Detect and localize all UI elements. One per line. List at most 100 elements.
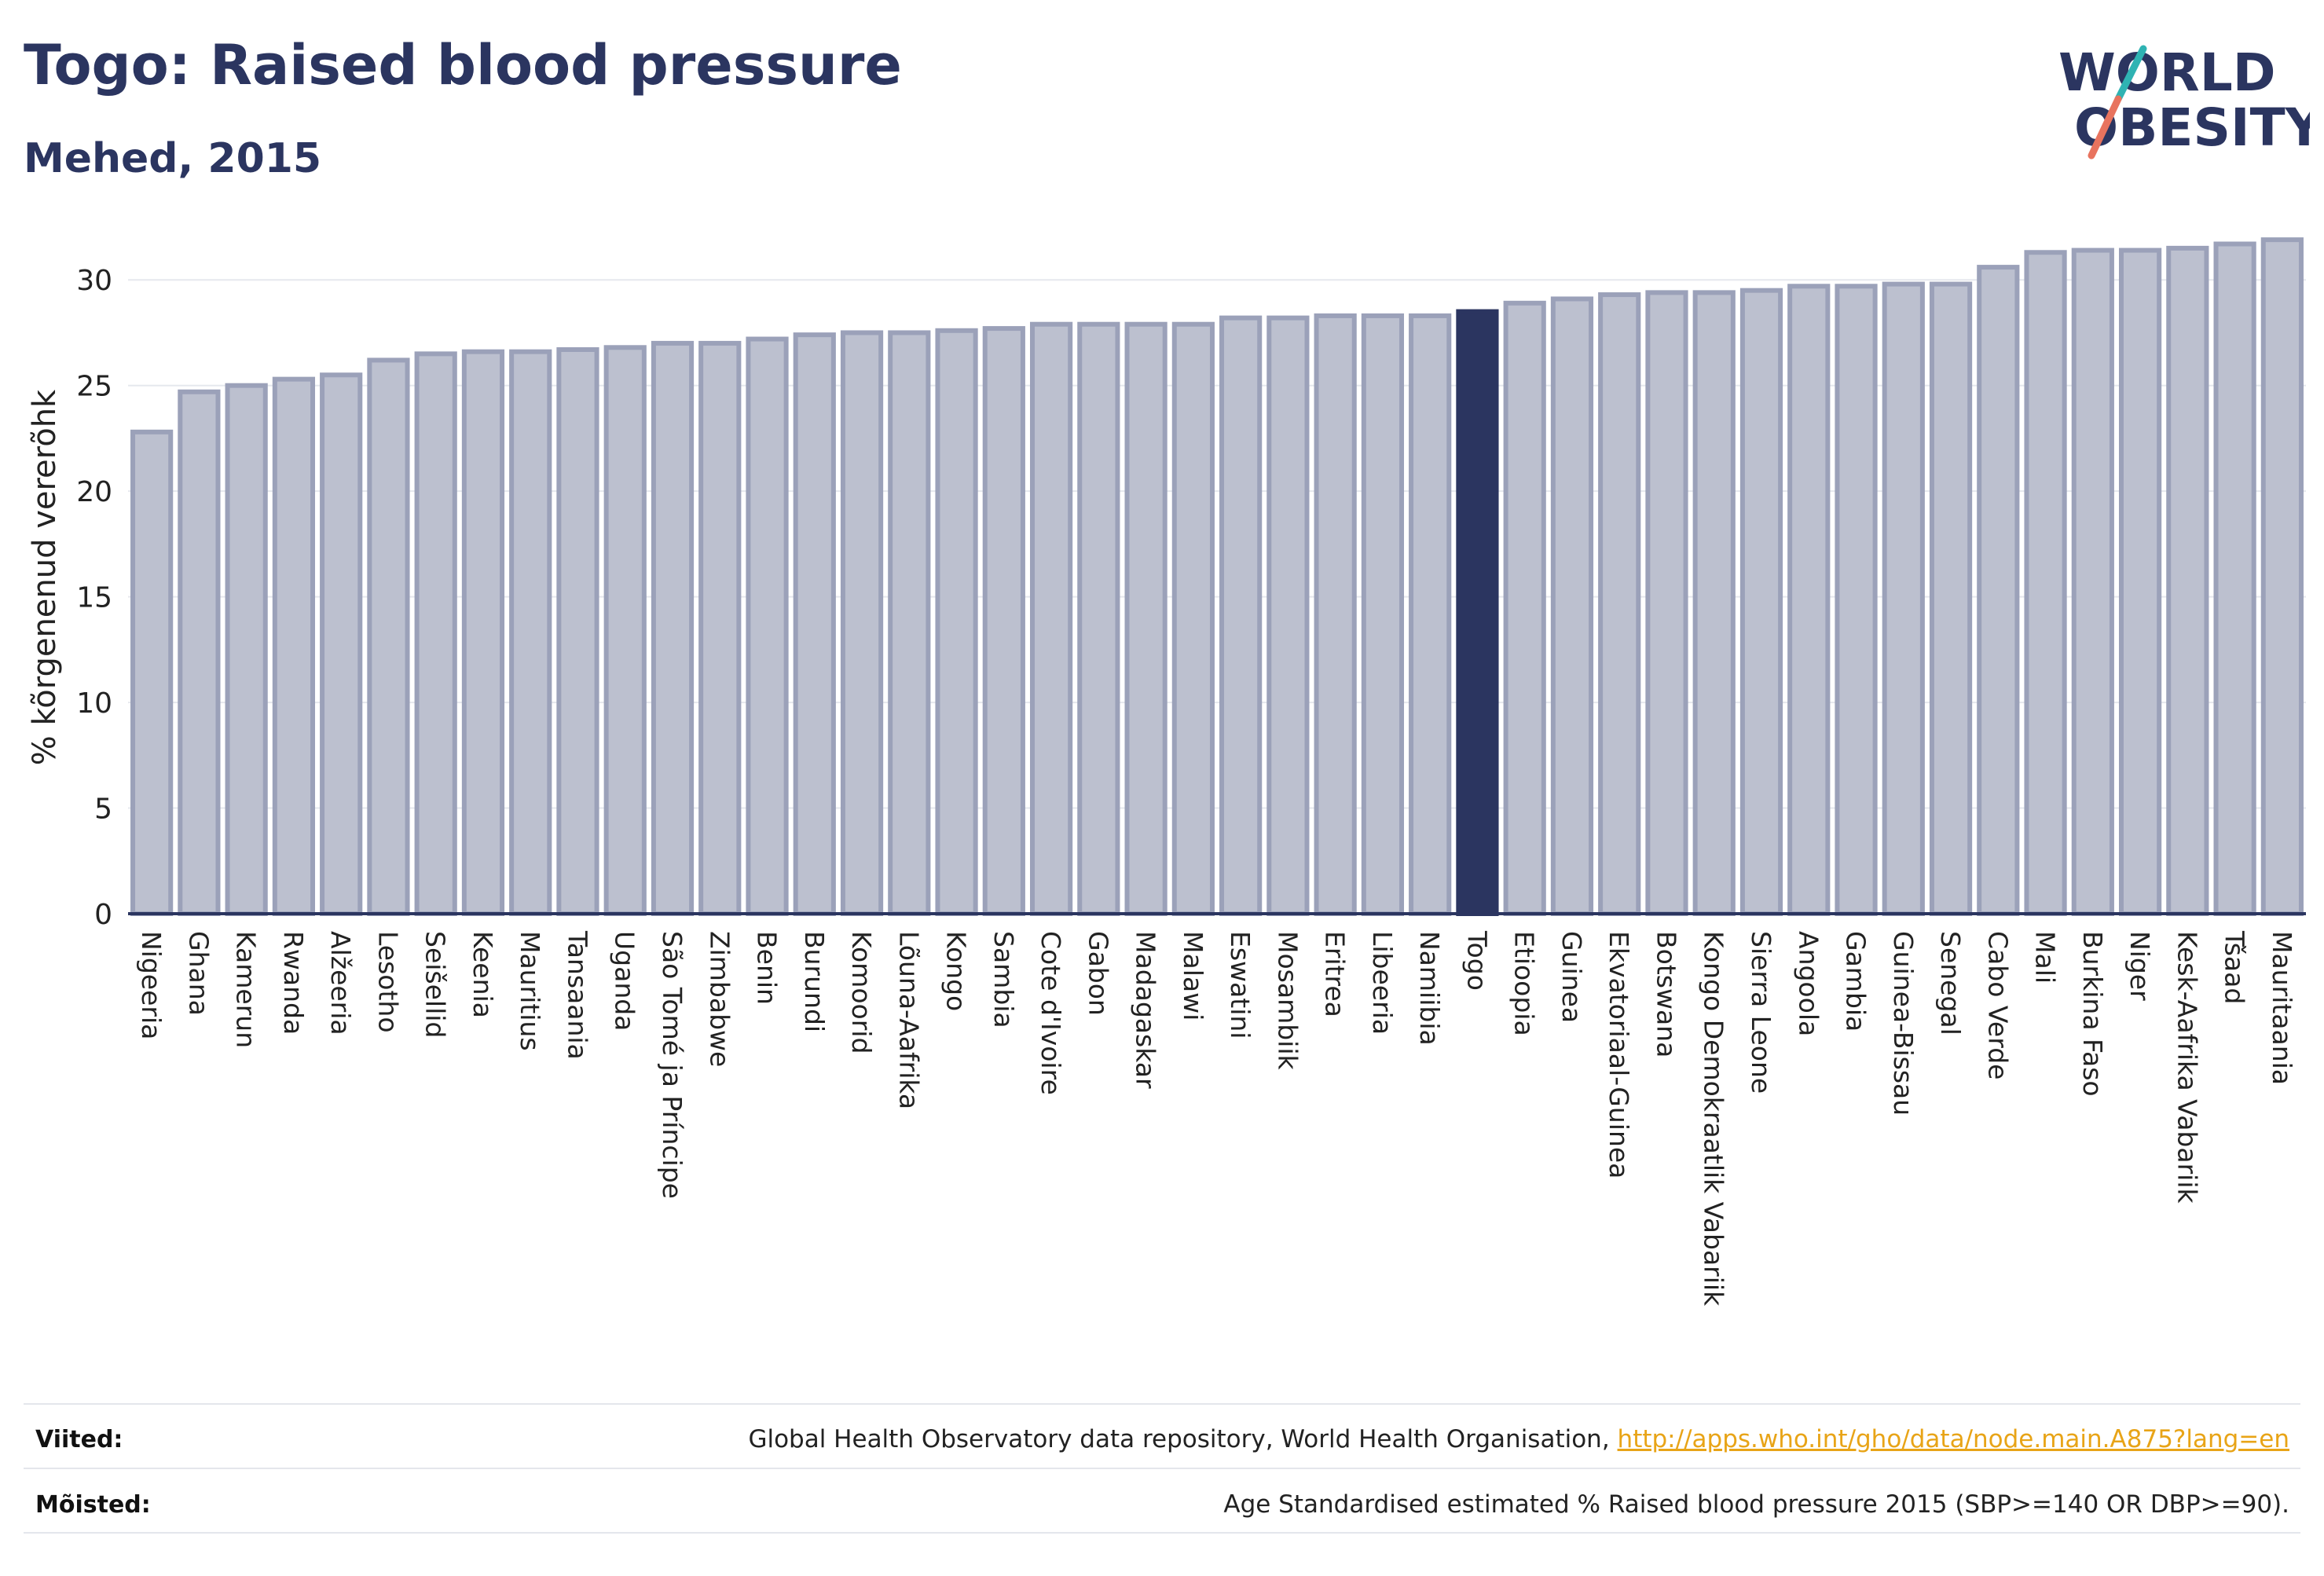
bar-cote-d-ivoire[interactable] <box>1029 321 1073 917</box>
x-tick-label: Burkina Faso <box>2077 931 2108 1097</box>
y-tick-label: 10 <box>76 687 112 720</box>
bar-kamerun[interactable] <box>225 383 268 916</box>
bar-eswatini[interactable] <box>1219 315 1263 917</box>
y-tick-label: 5 <box>94 793 112 826</box>
x-tick-label: Malawi <box>1178 931 1208 1021</box>
y-axis-label: % kõrgenenud vererõhk <box>27 389 63 765</box>
footer-divider <box>24 1403 2300 1405</box>
x-tick-label: Mali <box>2030 931 2061 984</box>
sources-label: Viited: <box>35 1426 123 1453</box>
x-tick-label: Nigeeria <box>136 931 167 1039</box>
bar-kongo[interactable] <box>935 328 978 917</box>
x-tick-label: São Tomé ja Príncipe <box>657 931 687 1199</box>
bar-keenia[interactable] <box>461 349 505 916</box>
bar-l-una-aafrika[interactable] <box>888 330 931 916</box>
bar-madagaskar[interactable] <box>1124 321 1167 917</box>
logo-slash-teal <box>2114 45 2147 103</box>
bar-togo[interactable] <box>1456 309 1499 917</box>
x-tick-label: Komoorid <box>846 931 877 1054</box>
bar-lesotho[interactable] <box>367 357 410 917</box>
bar-botswana[interactable] <box>1645 290 1688 916</box>
bar-t-aad[interactable] <box>2213 241 2256 916</box>
bar-mosambiik[interactable] <box>1266 315 1310 917</box>
x-tick-label: Libeeria <box>1367 931 1398 1035</box>
x-tick-label: Namiibia <box>1414 931 1445 1046</box>
x-tick-label: Gabon <box>1083 931 1113 1016</box>
bar-al-eeria[interactable] <box>320 372 363 916</box>
y-tick-label: 30 <box>76 265 112 297</box>
bar-libeeria[interactable] <box>1361 313 1405 916</box>
definitions-text: Age Standardised estimated % Raised bloo… <box>1223 1490 2289 1519</box>
x-tick-label: Eswatini <box>1225 931 1255 1039</box>
x-tick-label: Mauritaania <box>2267 931 2297 1085</box>
footer-divider <box>24 1532 2300 1534</box>
bar-eritrea[interactable] <box>1314 313 1357 916</box>
x-tick-label: Ekvatoriaal-Guinea <box>1604 931 1634 1178</box>
bar-guinea[interactable] <box>1550 296 1594 916</box>
bar-burkina-faso[interactable] <box>2071 247 2114 916</box>
bar-s-o-tom-ja-pr-ncipe[interactable] <box>651 340 695 916</box>
x-tick-label: Sierra Leone <box>1746 931 1776 1094</box>
y-tick-label: 25 <box>76 371 112 403</box>
bar-sambia[interactable] <box>982 326 1025 916</box>
definitions-label: Mõisted: <box>35 1491 151 1519</box>
y-tick-label: 0 <box>94 899 112 931</box>
bar-tansaania[interactable] <box>556 346 599 916</box>
bar-niger[interactable] <box>2118 247 2162 916</box>
x-tick-label: Gambia <box>1841 931 1871 1032</box>
bar-gambia[interactable] <box>1835 284 1878 916</box>
x-tick-label: Togo <box>1461 930 1492 991</box>
logo-line1: WORLD <box>2058 42 2276 103</box>
x-tick-label: Kongo <box>941 931 972 1011</box>
bar-ghana[interactable] <box>178 389 221 916</box>
bar-mauritaania[interactable] <box>2260 237 2304 916</box>
sources-link[interactable]: http://apps.who.int/gho/data/node.main.A… <box>1617 1425 2289 1453</box>
x-tick-label: Seišellid <box>420 931 451 1038</box>
x-tick-label: Guinea-Bissau <box>1888 931 1919 1116</box>
footer-divider <box>24 1468 2300 1469</box>
x-tick-label: Burundi <box>799 931 830 1032</box>
bar-guinea-bissau[interactable] <box>1882 281 1925 916</box>
y-tick-label: 20 <box>76 476 112 508</box>
x-tick-label: Lõuna-Aafrika <box>893 931 924 1109</box>
x-tick-label: Botswana <box>1651 931 1681 1057</box>
bar-sei-ellid[interactable] <box>414 351 457 917</box>
bar-namiibia[interactable] <box>1409 313 1452 916</box>
bar-malawi[interactable] <box>1171 321 1215 917</box>
y-tick-labels: 0 5 10 15 20 25 30 <box>76 265 112 931</box>
bar-komoorid[interactable] <box>840 330 884 916</box>
chart-subtitle: Mehed, 2015 <box>24 135 322 182</box>
chart-title: Togo: Raised blood pressure <box>24 33 902 97</box>
bar-benin[interactable] <box>746 336 789 916</box>
bar-ekvatoriaal-guinea[interactable] <box>1598 292 1641 917</box>
bar-angoola[interactable] <box>1787 284 1831 916</box>
bar-mauritius[interactable] <box>509 349 552 916</box>
bar-rwanda[interactable] <box>272 376 316 916</box>
x-tick-label: Mauritius <box>515 931 545 1051</box>
bar-etioopia[interactable] <box>1503 300 1546 916</box>
x-tick-label: Ghana <box>183 931 214 1016</box>
x-tick-label: Benin <box>752 931 783 1005</box>
bar-cabo-verde[interactable] <box>1977 265 2020 916</box>
x-tick-label: Angoola <box>1793 931 1824 1036</box>
x-tick-labels: Nigeeria Ghana Kamerun Rwanda Alžeeria Lesoth… <box>136 930 2297 1307</box>
x-tick-label: Kesk-Aafrika Vabariik <box>2172 931 2202 1204</box>
bar-uganda[interactable] <box>603 345 647 917</box>
y-tick-label: 15 <box>76 582 112 614</box>
x-tick-label: Niger <box>2124 931 2155 1001</box>
x-tick-label: Etioopia <box>1509 931 1540 1036</box>
bar-mali[interactable] <box>2024 250 2067 917</box>
bar-kesk-aafrika-vabariik[interactable] <box>2166 245 2209 916</box>
bar-burundi[interactable] <box>793 332 836 916</box>
x-tick-label: Madagaskar <box>1131 931 1161 1089</box>
world-obesity-logo: WORLD OBESITY <box>2058 42 2310 159</box>
bar-sierra-leone[interactable] <box>1739 288 1783 916</box>
sources-text-row: Global Health Observatory data repositor… <box>748 1425 2289 1453</box>
x-tick-label: Guinea <box>1556 931 1587 1023</box>
x-tick-label: Tansaania <box>562 930 592 1060</box>
bar-senegal[interactable] <box>1929 281 1973 916</box>
bar-kongo-demokraatlik-vabariik[interactable] <box>1692 290 1736 916</box>
bar-zimbabwe[interactable] <box>698 340 742 916</box>
bar-nigeeria[interactable] <box>130 429 174 916</box>
bar-gabon[interactable] <box>1077 321 1120 917</box>
